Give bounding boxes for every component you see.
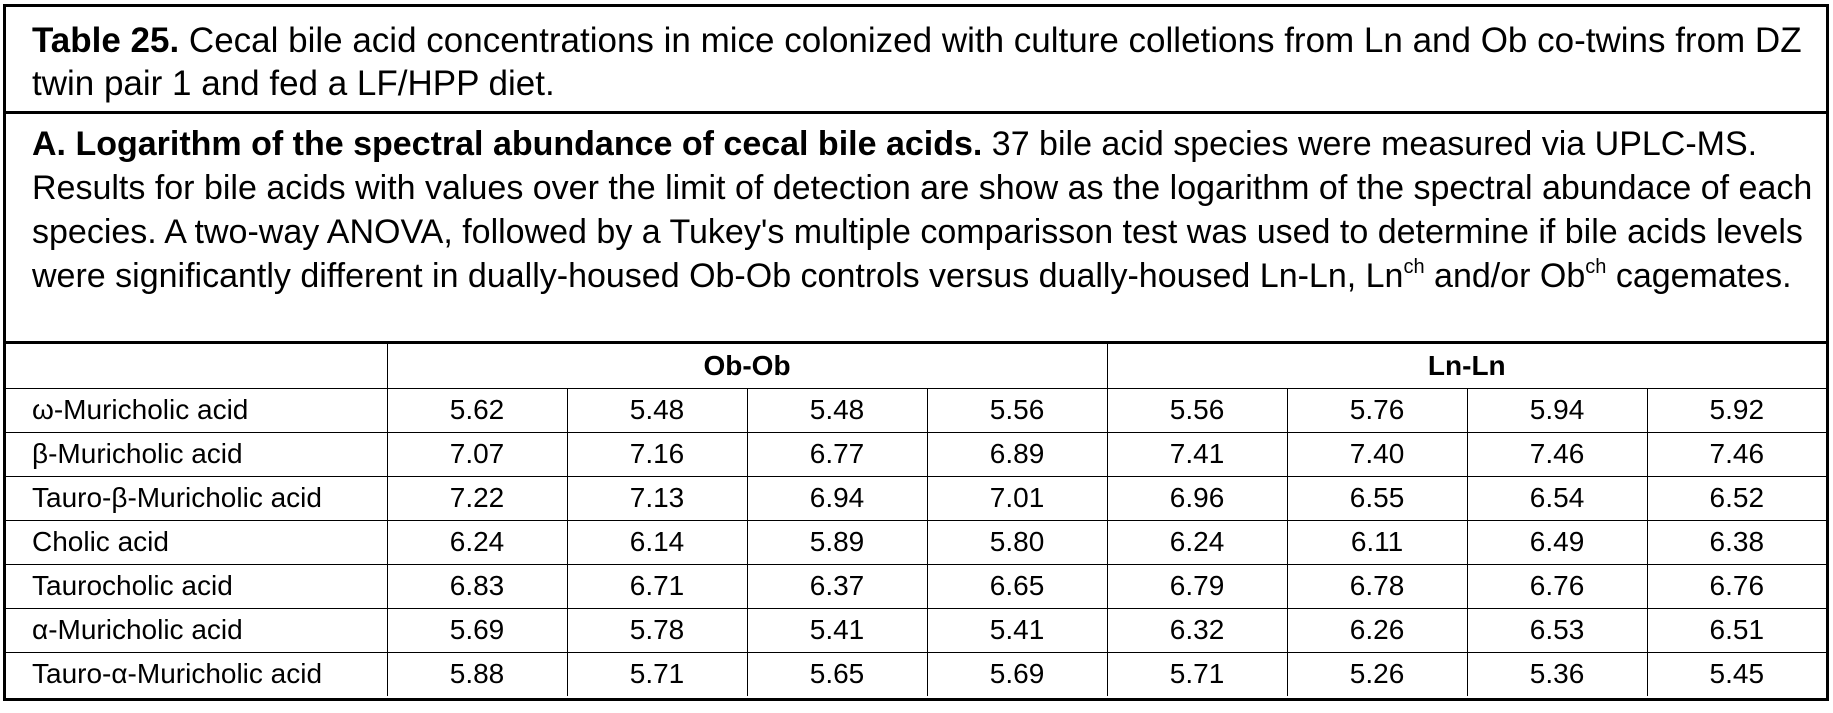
value-cell: 7.07 xyxy=(386,431,568,477)
value-cell: 5.56 xyxy=(926,388,1108,433)
value-cell: 6.24 xyxy=(386,519,568,565)
table-row: Cholic acid 6.24 6.14 5.89 5.80 6.24 6.11 6.49 6… xyxy=(6,519,1827,565)
group-header-ob-ob: Ob-Ob xyxy=(386,344,1108,389)
value-cell: 7.46 xyxy=(1646,431,1827,477)
value-cell: 5.88 xyxy=(386,651,568,696)
table-row: Tauro-β-Muricholic acid 7.22 7.13 6.94 7.01 6… xyxy=(6,475,1827,521)
table-row: Taurocholic acid 6.83 6.71 6.37 6.65 6.79 6.78… xyxy=(6,563,1827,609)
data-table: Ob-Ob Ln-Ln ω-Muricholic acid 5.62 5.48 5.4… xyxy=(6,344,1827,696)
value-cell: 6.55 xyxy=(1286,475,1468,521)
table-description: A. Logarithm of the spectral abundance o… xyxy=(6,114,1826,344)
value-cell: 5.62 xyxy=(386,388,568,433)
header-row: Ob-Ob Ln-Ln xyxy=(6,344,1827,389)
value-cell: 5.69 xyxy=(926,651,1108,696)
value-cell: 5.45 xyxy=(1646,651,1827,696)
value-cell: 6.89 xyxy=(926,431,1108,477)
value-cell: 5.69 xyxy=(386,607,568,653)
caption-title-bold: Table 25. xyxy=(32,21,180,60)
value-cell: 6.32 xyxy=(1106,607,1288,653)
table-row: ω-Muricholic acid 5.62 5.48 5.48 5.56 5.56 5.7… xyxy=(6,388,1827,433)
value-cell: 6.49 xyxy=(1466,519,1648,565)
value-cell: 5.71 xyxy=(1106,651,1288,696)
value-cell: 5.41 xyxy=(926,607,1108,653)
value-cell: 5.48 xyxy=(746,388,928,433)
value-cell: 6.83 xyxy=(386,563,568,609)
value-cell: 6.37 xyxy=(746,563,928,609)
value-cell: 5.56 xyxy=(1106,388,1288,433)
table-row: Tauro-α-Muricholic acid 5.88 5.71 5.65 5.69 5… xyxy=(6,651,1827,696)
description-text-1: 37 bile acid species were measured via U… xyxy=(32,125,1813,295)
value-cell: 6.51 xyxy=(1646,607,1827,653)
value-cell: 6.65 xyxy=(926,563,1108,609)
value-cell: 5.36 xyxy=(1466,651,1648,696)
value-cell: 7.40 xyxy=(1286,431,1468,477)
value-cell: 6.11 xyxy=(1286,519,1468,565)
row-label: Tauro-α-Muricholic acid xyxy=(6,651,388,696)
value-cell: 7.13 xyxy=(566,475,748,521)
value-cell: 7.22 xyxy=(386,475,568,521)
row-label: Cholic acid xyxy=(6,519,388,565)
header-blank-cell xyxy=(6,344,388,389)
value-cell: 6.76 xyxy=(1466,563,1648,609)
row-label: Taurocholic acid xyxy=(6,563,388,609)
table-row: α-Muricholic acid 5.69 5.78 5.41 5.41 6.32 6.2… xyxy=(6,607,1827,653)
value-cell: 6.24 xyxy=(1106,519,1288,565)
table-body: ω-Muricholic acid 5.62 5.48 5.48 5.56 5.56 5.7… xyxy=(6,388,1827,696)
value-cell: 6.79 xyxy=(1106,563,1288,609)
description-text-2: and/or Ob xyxy=(1424,257,1586,295)
row-label: ω-Muricholic acid xyxy=(6,388,388,433)
value-cell: 6.71 xyxy=(566,563,748,609)
value-cell: 6.26 xyxy=(1286,607,1468,653)
row-label: β-Muricholic acid xyxy=(6,431,388,477)
value-cell: 5.89 xyxy=(746,519,928,565)
table-row: β-Muricholic acid 7.07 7.16 6.77 6.89 7.41 7.4… xyxy=(6,431,1827,477)
value-cell: 5.80 xyxy=(926,519,1108,565)
value-cell: 6.77 xyxy=(746,431,928,477)
value-cell: 5.78 xyxy=(566,607,748,653)
value-cell: 5.71 xyxy=(566,651,748,696)
value-cell: 5.41 xyxy=(746,607,928,653)
value-cell: 7.16 xyxy=(566,431,748,477)
value-cell: 5.94 xyxy=(1466,388,1648,433)
value-cell: 5.92 xyxy=(1646,388,1827,433)
value-cell: 5.65 xyxy=(746,651,928,696)
value-cell: 6.53 xyxy=(1466,607,1648,653)
table-frame: Table 25. Cecal bile acid concentrations… xyxy=(3,4,1829,701)
description-superscript-1: ch xyxy=(1403,256,1425,278)
description-heading: A. Logarithm of the spectral abundance o… xyxy=(32,125,983,163)
value-cell: 5.48 xyxy=(566,388,748,433)
description-text-3: cagemates. xyxy=(1606,257,1792,295)
value-cell: 6.94 xyxy=(746,475,928,521)
value-cell: 6.78 xyxy=(1286,563,1468,609)
description-superscript-2: ch xyxy=(1585,256,1607,278)
value-cell: 7.46 xyxy=(1466,431,1648,477)
value-cell: 5.26 xyxy=(1286,651,1468,696)
value-cell: 7.41 xyxy=(1106,431,1288,477)
row-label: Tauro-β-Muricholic acid xyxy=(6,475,388,521)
value-cell: 6.52 xyxy=(1646,475,1827,521)
row-label: α-Muricholic acid xyxy=(6,607,388,653)
value-cell: 5.76 xyxy=(1286,388,1468,433)
table-caption: Table 25. Cecal bile acid concentrations… xyxy=(6,7,1826,114)
value-cell: 7.01 xyxy=(926,475,1108,521)
value-cell: 6.38 xyxy=(1646,519,1827,565)
value-cell: 6.76 xyxy=(1646,563,1827,609)
value-cell: 6.14 xyxy=(566,519,748,565)
caption-title-text: Cecal bile acid concentrations in mice c… xyxy=(32,21,1802,103)
value-cell: 6.96 xyxy=(1106,475,1288,521)
value-cell: 6.54 xyxy=(1466,475,1648,521)
group-header-ln-ln: Ln-Ln xyxy=(1106,344,1827,389)
